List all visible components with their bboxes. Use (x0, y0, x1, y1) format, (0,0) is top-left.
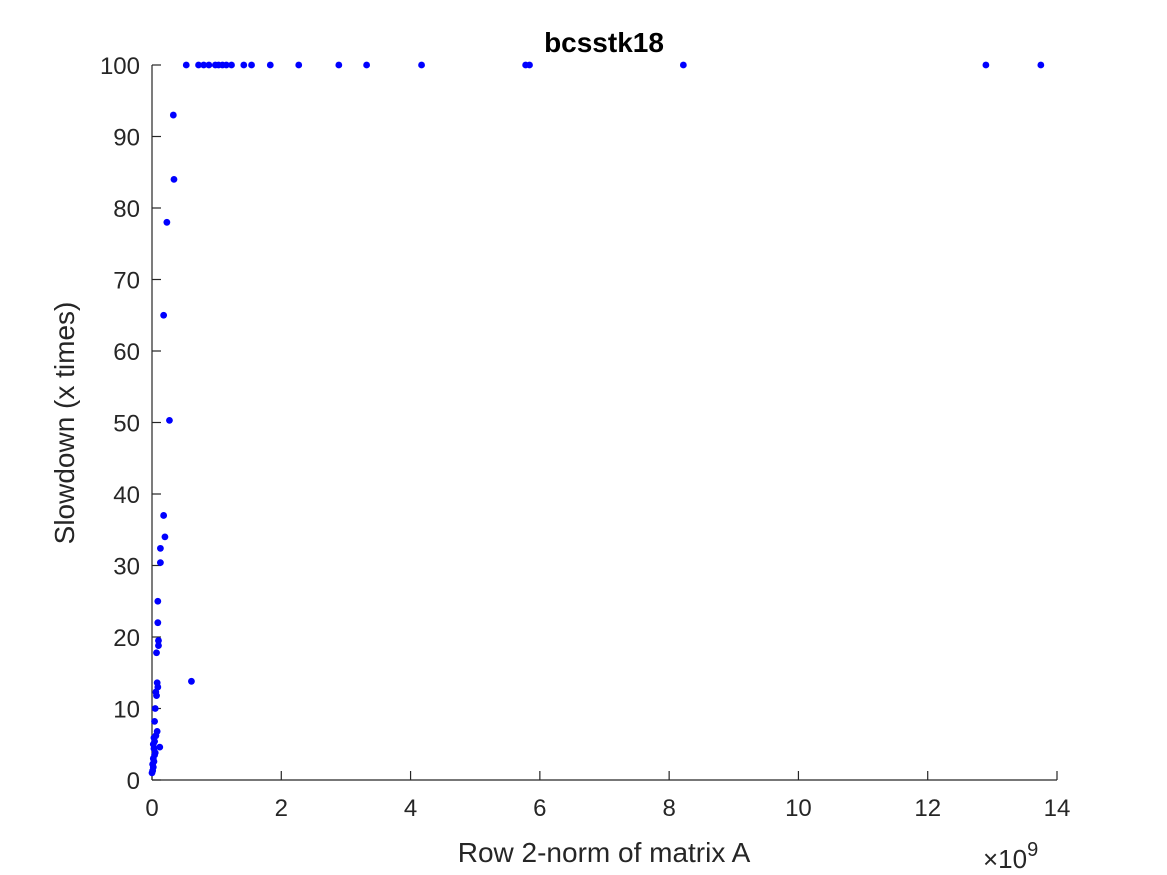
data-point (222, 61, 230, 69)
data-point (155, 637, 162, 644)
x-tick-label: 6 (533, 795, 546, 822)
data-point (153, 679, 161, 687)
data-point (228, 61, 235, 69)
x-tick-label: 14 (1044, 795, 1071, 822)
x-tick-label: 4 (404, 795, 417, 822)
data-point (240, 61, 248, 69)
data-point (335, 61, 343, 69)
data-point (982, 61, 990, 69)
y-tick-label: 100 (100, 53, 140, 80)
y-tick-label: 80 (113, 196, 140, 223)
data-point (157, 559, 164, 567)
data-point (154, 619, 162, 627)
x-exponent-base: ×10 (983, 844, 1027, 874)
data-point (188, 677, 195, 685)
data-point (153, 649, 160, 657)
y-tick-label: 30 (113, 554, 140, 581)
data-point (295, 61, 303, 69)
data-point (155, 642, 162, 649)
data-point (266, 61, 274, 69)
data-point (418, 61, 425, 69)
data-point (182, 61, 190, 69)
data-point (248, 61, 255, 69)
data-point (169, 111, 177, 119)
y-tick-label: 10 (113, 697, 140, 724)
data-point (157, 544, 164, 552)
y-tick-label: 70 (113, 268, 140, 295)
x-tick-label: 2 (275, 795, 288, 822)
x-exponent-power: 9 (1027, 839, 1038, 861)
data-point (200, 61, 208, 69)
x-tick-label: 8 (662, 795, 675, 822)
data-point (205, 61, 213, 69)
data-point (679, 61, 687, 69)
y-tick-label: 0 (127, 768, 140, 795)
x-tick-label: 10 (785, 795, 812, 822)
data-point (195, 61, 202, 69)
chart-title: bcsstk18 (544, 27, 664, 58)
data-point (170, 176, 178, 183)
y-tick-label: 40 (113, 482, 140, 509)
y-tick-label: 60 (113, 339, 140, 366)
data-point (151, 717, 158, 725)
data-point (163, 218, 171, 226)
data-points (148, 61, 1045, 777)
data-point (161, 533, 169, 541)
y-tick-label: 50 (113, 411, 140, 438)
y-axis-label: Slowdown (x times) (49, 302, 80, 545)
data-point (166, 416, 173, 424)
x-tick-label: 0 (145, 795, 158, 822)
x-exponent-label: ×109 (983, 839, 1038, 874)
data-point (154, 597, 162, 605)
x-tick-label: 12 (914, 795, 941, 822)
axes: 0 2 4 6 8 10 12 14 0 10 20 30 40 50 60 70 80 90 100 (100, 53, 1070, 822)
data-point (363, 61, 371, 69)
data-point (151, 705, 159, 712)
data-point (153, 727, 161, 735)
y-tick-label: 20 (113, 625, 140, 652)
y-tick-label: 90 (113, 125, 140, 152)
x-axis-label: Row 2-norm of matrix A (458, 837, 751, 868)
data-point (160, 311, 168, 319)
data-point (1037, 61, 1045, 69)
data-point (526, 61, 533, 69)
data-point (160, 512, 168, 519)
data-point (156, 743, 164, 751)
